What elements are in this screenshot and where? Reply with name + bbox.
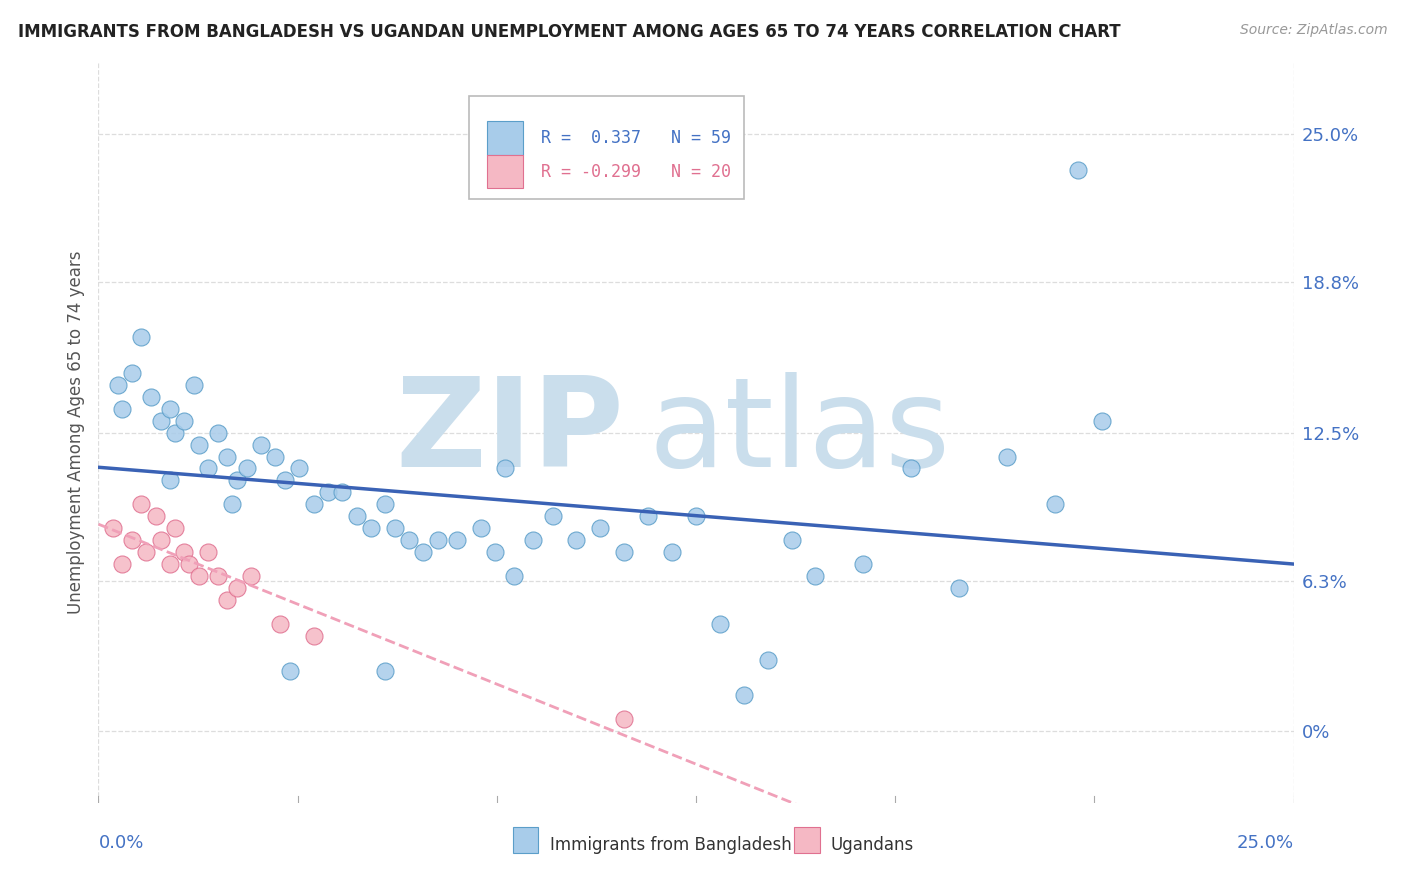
Point — [173, 414, 195, 428]
Point — [446, 533, 468, 547]
Point — [221, 497, 243, 511]
Point — [756, 652, 779, 666]
Point — [398, 533, 420, 547]
Point — [804, 569, 827, 583]
Text: IMMIGRANTS FROM BANGLADESH VS UGANDAN UNEMPLOYMENT AMONG AGES 65 TO 74 YEARS COR: IMMIGRANTS FROM BANGLADESH VS UGANDAN UN… — [18, 23, 1121, 41]
Point — [101, 521, 124, 535]
Point — [197, 461, 219, 475]
Point — [661, 545, 683, 559]
Point — [613, 545, 636, 559]
Point — [374, 497, 396, 511]
Point — [197, 545, 219, 559]
Point — [302, 497, 325, 511]
Bar — [486, 155, 523, 188]
Point — [226, 581, 249, 595]
Point — [269, 616, 291, 631]
Point — [494, 461, 516, 475]
Point — [522, 533, 544, 547]
Point — [159, 557, 181, 571]
Point — [149, 414, 172, 428]
FancyBboxPatch shape — [470, 95, 744, 200]
Point — [145, 509, 167, 524]
Point — [131, 330, 153, 344]
Point — [374, 665, 396, 679]
Text: atlas: atlas — [648, 372, 950, 493]
Point — [1043, 497, 1066, 511]
Point — [107, 377, 129, 392]
Point — [149, 533, 172, 547]
Point — [470, 521, 492, 535]
Point — [159, 401, 181, 416]
Point — [685, 509, 707, 524]
Point — [264, 450, 287, 464]
Point — [226, 474, 249, 488]
Point — [565, 533, 588, 547]
Point — [131, 497, 153, 511]
Text: R = -0.299   N = 20: R = -0.299 N = 20 — [541, 162, 731, 181]
Point — [426, 533, 449, 547]
Point — [163, 521, 186, 535]
Point — [278, 665, 301, 679]
Text: Source: ZipAtlas.com: Source: ZipAtlas.com — [1240, 23, 1388, 37]
Y-axis label: Unemployment Among Ages 65 to 74 years: Unemployment Among Ages 65 to 74 years — [67, 251, 86, 615]
Bar — [486, 121, 523, 154]
Point — [360, 521, 382, 535]
Point — [121, 533, 143, 547]
Point — [302, 629, 325, 643]
Point — [780, 533, 803, 547]
Point — [852, 557, 875, 571]
Point — [1067, 162, 1090, 177]
Point — [316, 485, 339, 500]
Point — [330, 485, 353, 500]
Point — [637, 509, 659, 524]
Point — [240, 569, 263, 583]
Point — [948, 581, 970, 595]
Point — [111, 401, 134, 416]
Point — [187, 437, 209, 451]
Point — [900, 461, 922, 475]
Point — [589, 521, 612, 535]
Point — [179, 557, 201, 571]
Point — [709, 616, 731, 631]
Point — [288, 461, 311, 475]
Point — [187, 569, 209, 583]
Point — [139, 390, 162, 404]
Point — [613, 712, 636, 726]
Point — [733, 689, 755, 703]
Text: 25.0%: 25.0% — [1236, 834, 1294, 852]
Point — [235, 461, 257, 475]
Point — [135, 545, 157, 559]
Point — [995, 450, 1018, 464]
Text: 0.0%: 0.0% — [98, 834, 143, 852]
Point — [163, 425, 186, 440]
Point — [111, 557, 134, 571]
Point — [207, 569, 229, 583]
Point — [484, 545, 506, 559]
Point — [183, 377, 205, 392]
Point — [207, 425, 229, 440]
Point — [121, 366, 143, 380]
Point — [217, 592, 239, 607]
Point — [217, 450, 239, 464]
Point — [346, 509, 368, 524]
Point — [412, 545, 434, 559]
Point — [173, 545, 195, 559]
Point — [274, 474, 297, 488]
Text: Immigrants from Bangladesh: Immigrants from Bangladesh — [550, 836, 792, 854]
Text: ZIP: ZIP — [395, 372, 624, 493]
Text: R =  0.337   N = 59: R = 0.337 N = 59 — [541, 129, 731, 147]
Point — [1091, 414, 1114, 428]
Point — [159, 474, 181, 488]
Point — [384, 521, 406, 535]
Point — [250, 437, 273, 451]
Point — [503, 569, 526, 583]
Point — [541, 509, 564, 524]
Text: Ugandans: Ugandans — [831, 836, 914, 854]
